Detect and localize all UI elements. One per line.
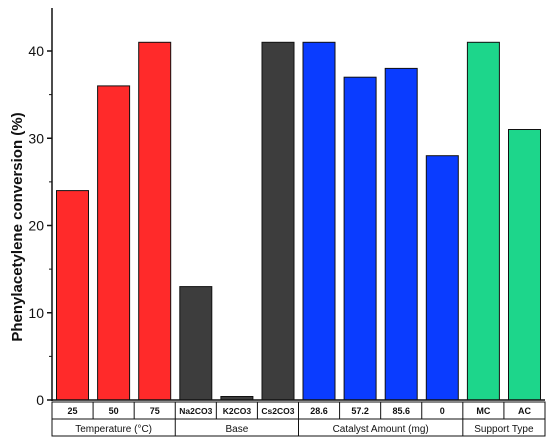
bar xyxy=(343,76,377,401)
axes-layer xyxy=(51,8,545,401)
category-label: 75 xyxy=(150,406,160,416)
y-axis-label: Phenylacetylene conversion (%) xyxy=(9,112,26,341)
bar xyxy=(508,129,541,401)
category-label: 25 xyxy=(68,406,78,416)
bar xyxy=(56,190,89,401)
y-tick-label: 10 xyxy=(28,305,44,321)
group-label: Base xyxy=(225,424,248,435)
category-label: Na2CO3 xyxy=(179,406,212,416)
category-label: 50 xyxy=(109,406,119,416)
bar xyxy=(97,85,131,401)
group-labels-layer: Temperature (°C) Base Catalyst Amount (mg)… xyxy=(75,419,534,436)
bar xyxy=(466,41,500,401)
category-label: 0 xyxy=(440,406,445,416)
category-label: 57.2 xyxy=(351,406,369,416)
y-ticks-layer: 0 10 20 30 40 xyxy=(28,43,52,408)
category-label: Cs2CO3 xyxy=(261,406,294,416)
bar xyxy=(302,41,336,401)
bar xyxy=(261,41,295,401)
bars-layer xyxy=(56,41,541,401)
bar xyxy=(425,155,459,401)
category-label: 28.6 xyxy=(310,406,328,416)
group-label: Support Type xyxy=(474,424,534,435)
category-label: AC xyxy=(518,406,531,416)
y-tick-label: 30 xyxy=(28,130,44,146)
bar xyxy=(179,286,213,401)
category-label: MC xyxy=(476,406,490,416)
category-label: 85.6 xyxy=(392,406,410,416)
group-label: Temperature (°C) xyxy=(75,424,152,435)
bar xyxy=(384,67,418,401)
bar xyxy=(138,41,172,401)
y-tick-label: 20 xyxy=(28,218,44,234)
y-tick-label: 40 xyxy=(28,43,44,59)
category-label: K2CO3 xyxy=(223,406,252,416)
group-label: Catalyst Amount (mg) xyxy=(333,424,429,435)
y-tick-label: 0 xyxy=(36,392,44,408)
